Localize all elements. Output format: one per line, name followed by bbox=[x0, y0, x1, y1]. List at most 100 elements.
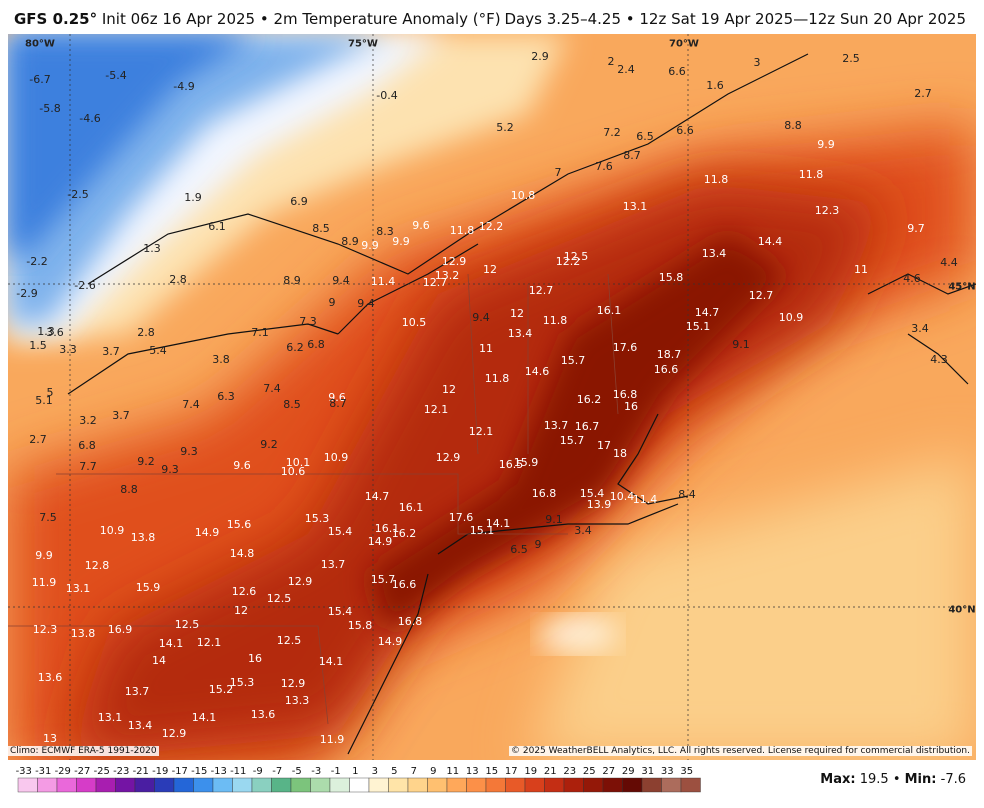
anomaly-label: 8.7 bbox=[623, 149, 641, 162]
min-label: Min: bbox=[904, 772, 937, 787]
anomaly-label: 3.3 bbox=[59, 343, 77, 356]
anomaly-label: 10.9 bbox=[324, 451, 349, 464]
colorbar-label: 23 bbox=[563, 766, 576, 777]
anomaly-label: 16.1 bbox=[399, 501, 424, 514]
anomaly-label: -5.8 bbox=[39, 102, 60, 115]
anomaly-label: -2.5 bbox=[67, 188, 88, 201]
anomaly-label: 12.3 bbox=[33, 623, 58, 636]
anomaly-label: 5.4 bbox=[149, 344, 167, 357]
colorbar-swatch bbox=[641, 777, 662, 793]
colorbar-label: -13 bbox=[211, 766, 227, 777]
title: Init 06z 16 Apr 2025 • 2m Temperature An… bbox=[101, 10, 501, 28]
anomaly-label: 8.3 bbox=[376, 225, 394, 238]
colorbar-swatch bbox=[485, 777, 506, 793]
anomaly-label: 15.7 bbox=[371, 573, 396, 586]
anomaly-label: 5 bbox=[47, 386, 54, 399]
anomaly-label: 7.2 bbox=[603, 126, 621, 139]
anomaly-label: 12.2 bbox=[479, 220, 504, 233]
anomaly-label: 15.7 bbox=[560, 434, 585, 447]
anomaly-label: 13.8 bbox=[71, 627, 96, 640]
anomaly-label: 13.7 bbox=[544, 419, 569, 432]
anomaly-label: 1.6 bbox=[706, 79, 724, 92]
anomaly-label: 14.1 bbox=[159, 637, 184, 650]
anomaly-label: 13.1 bbox=[66, 582, 91, 595]
colorbar-label: -17 bbox=[172, 766, 188, 777]
anomaly-label: 1.5 bbox=[29, 339, 47, 352]
max-label: Max: bbox=[820, 772, 856, 787]
colorbar-swatch bbox=[505, 777, 526, 793]
colorbar-label: 3 bbox=[372, 766, 378, 777]
anomaly-label: 9.1 bbox=[545, 513, 563, 526]
colorbar-label: 21 bbox=[544, 766, 557, 777]
anomaly-label: 14.1 bbox=[192, 711, 217, 724]
anomaly-label: 14.9 bbox=[378, 635, 403, 648]
colorbar-label: -21 bbox=[133, 766, 149, 777]
anomaly-label: 13.7 bbox=[125, 685, 150, 698]
anomaly-label: 13.4 bbox=[128, 719, 153, 732]
anomaly-field bbox=[8, 34, 976, 760]
anomaly-label: 10.8 bbox=[511, 189, 536, 202]
anomaly-label: 16.8 bbox=[613, 388, 638, 401]
anomaly-label: 16.2 bbox=[392, 527, 417, 540]
anomaly-label: 13.4 bbox=[508, 327, 533, 340]
anomaly-label: 11.9 bbox=[32, 576, 57, 589]
anomaly-label: 9.6 bbox=[412, 219, 430, 232]
anomaly-label: 7.4 bbox=[182, 398, 200, 411]
anomaly-label: 7.7 bbox=[79, 460, 97, 473]
anomaly-label: 13.8 bbox=[131, 531, 156, 544]
anomaly-label: 5.1 bbox=[35, 394, 53, 407]
anomaly-label: 14.9 bbox=[368, 535, 393, 548]
anomaly-label: 14.8 bbox=[230, 547, 255, 560]
anomaly-label: 6.2 bbox=[286, 341, 304, 354]
anomaly-label: 13.6 bbox=[251, 708, 276, 721]
colorbar-swatch bbox=[446, 777, 467, 793]
anomaly-label: 11 bbox=[479, 342, 493, 355]
colorbar-label: -5 bbox=[292, 766, 302, 777]
anomaly-label: 13.1 bbox=[623, 200, 648, 213]
anomaly-label: 14.1 bbox=[319, 655, 344, 668]
anomaly-label: 12.5 bbox=[267, 592, 292, 605]
anomaly-label: 16.8 bbox=[398, 615, 423, 628]
anomaly-label: 7.4 bbox=[263, 382, 281, 395]
separator: • bbox=[892, 772, 901, 787]
colorbar-swatch bbox=[37, 777, 58, 793]
anomaly-label: 3.7 bbox=[112, 409, 130, 422]
colorbar-swatch bbox=[212, 777, 233, 793]
colorbar-label: 5 bbox=[391, 766, 397, 777]
colorbar-label: 9 bbox=[430, 766, 436, 777]
anomaly-label: 10.9 bbox=[779, 311, 804, 324]
anomaly-label: 14.7 bbox=[365, 490, 390, 503]
colorbar-label: -3 bbox=[311, 766, 321, 777]
anomaly-label: 3.4 bbox=[911, 322, 929, 335]
colorbar-swatch bbox=[407, 777, 428, 793]
anomaly-label: 2.8 bbox=[137, 326, 155, 339]
anomaly-label: 2 bbox=[608, 55, 615, 68]
grid-label: 45°N bbox=[948, 281, 975, 292]
anomaly-label: 9.2 bbox=[260, 438, 278, 451]
colorbar-label: 17 bbox=[505, 766, 518, 777]
anomaly-label: 2.5 bbox=[842, 52, 860, 65]
anomaly-label: 17.6 bbox=[613, 341, 638, 354]
anomaly-label: 12.1 bbox=[197, 636, 222, 649]
anomaly-label: 11.9 bbox=[320, 733, 345, 746]
colorbar-swatch bbox=[271, 777, 292, 793]
anomaly-label: 8.5 bbox=[283, 398, 301, 411]
grid-label: 40°N bbox=[948, 604, 975, 615]
anomaly-label: 9.9 bbox=[361, 239, 379, 252]
anomaly-label: 12.1 bbox=[424, 403, 449, 416]
valid-time: Days 3.25–4.25 • 12z Sat 19 Apr 2025—12z… bbox=[504, 10, 967, 28]
grid-label: 80°W bbox=[25, 38, 55, 49]
anomaly-label: 16.6 bbox=[654, 363, 679, 376]
anomaly-label: 9.6 bbox=[328, 391, 346, 404]
anomaly-label: 9.9 bbox=[35, 549, 53, 562]
colorbar-label: -23 bbox=[113, 766, 129, 777]
anomaly-label: -6.7 bbox=[29, 73, 50, 86]
anomaly-label: 16.7 bbox=[575, 420, 600, 433]
anomaly-label: 14 bbox=[152, 654, 166, 667]
model: GFS 0.25° bbox=[14, 10, 98, 28]
colorbar-label: -15 bbox=[191, 766, 207, 777]
anomaly-label: 10.5 bbox=[402, 316, 427, 329]
climo-note: Climo: ECMWF ERA-5 1991-2020 bbox=[8, 746, 159, 756]
anomaly-label: 15.9 bbox=[514, 456, 539, 469]
anomaly-label: 8.9 bbox=[283, 274, 301, 287]
